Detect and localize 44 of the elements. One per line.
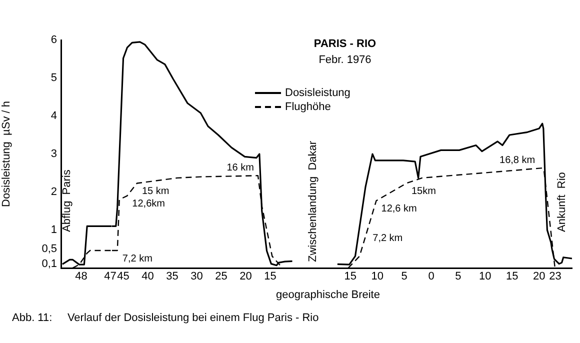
legend-label: Flughöhe <box>285 100 331 114</box>
y-tick-label: 1 <box>50 224 57 236</box>
caption: Abb. 11: Verlauf der Dosisleistung bei einem Flug Paris - Rio <box>12 312 319 325</box>
x-tick-label: 23 <box>549 270 562 283</box>
x-tick-label: 0 <box>428 270 434 283</box>
x-tick-label: 20 <box>240 270 252 283</box>
chart-title: PARIS - RIO <box>312 38 378 51</box>
x-tick-label: 45 <box>117 270 130 283</box>
y-tick-label: 4 <box>50 110 57 122</box>
x-tick-label: 25 <box>215 270 228 283</box>
y-tick-label: 2 <box>50 186 57 198</box>
x-axis-title: geographische Breite <box>275 289 381 302</box>
annotation: 7,2 km <box>122 253 152 264</box>
annotation: 16 km <box>226 162 254 174</box>
x-tick-label: 10 <box>479 270 492 283</box>
y-tick-label: 3 <box>50 148 57 160</box>
annotation: Zwischenlandung Dakar <box>307 140 319 262</box>
x-tick-label: 20 <box>532 270 546 283</box>
annotation: Ankunft Rio <box>556 172 568 232</box>
y-tick-label: 0,1 <box>42 258 57 270</box>
annotation: Abflug Paris <box>61 170 73 232</box>
y-tick-label: 0,5 <box>42 243 57 256</box>
y-tick-label: 6 <box>50 34 57 46</box>
x-tick-label: 5 <box>401 270 408 283</box>
x-tick-label: 5 <box>455 270 462 283</box>
x-tick-label: 10 <box>371 270 384 283</box>
annotation: 15 km <box>142 186 170 198</box>
x-tick-label: 47 <box>104 270 116 283</box>
text: Febr. 1976 <box>318 54 372 67</box>
x-tick-label: 15 <box>264 270 276 283</box>
x-tick-label: 40 <box>142 270 154 283</box>
x-tick-label: 15 <box>506 270 518 283</box>
legend-label: Dosisleistung <box>285 86 350 100</box>
annotation: 12,6 km <box>381 203 417 214</box>
x-tick-label: 35 <box>166 270 178 283</box>
x-tick-label: 15 <box>344 270 356 283</box>
x-tick-label: 48 <box>75 270 88 283</box>
annotation: 16,8 km <box>500 155 536 166</box>
y-tick-label: 5 <box>50 72 57 84</box>
x-tick-label: 30 <box>190 270 203 283</box>
annotation: 12,6km <box>132 198 165 210</box>
annotation: 7,2 km <box>372 232 403 244</box>
annotation: 15km <box>411 186 436 198</box>
y-axis-title: Dosisleistung µSv / h <box>0 101 13 207</box>
